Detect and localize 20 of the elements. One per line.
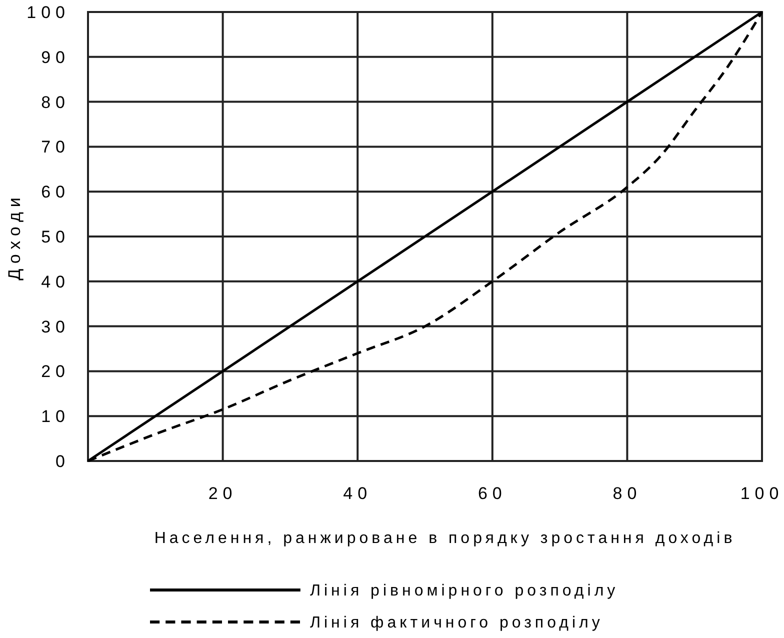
y-tick-label: 50 [41,227,70,246]
y-tick-label: 90 [41,48,70,67]
legend-label: Лінія фактичного розподілу [310,614,604,632]
x-tick-label: 20 [208,484,238,503]
y-tick-label: 40 [41,272,70,292]
x-tick-label: 100 [740,484,784,503]
y-tick-label: 30 [41,317,70,336]
y-tick-label: 70 [41,138,70,157]
y-axis-title: Доходи [5,192,24,280]
x-tick-label: 60 [478,484,507,503]
x-tick-label: 80 [612,484,642,503]
x-axis-title: Населення, ранжироване в порядку зростання доходів [154,530,736,547]
y-tick-label: 60 [41,182,70,202]
y-tick-label: 20 [41,362,70,382]
y-tick-label: 10 [41,407,70,426]
legend-label: Лінія рівномірного розподілу [310,582,619,600]
x-tick-label: 40 [343,484,372,503]
y-tick-label: 80 [41,92,70,112]
y-tick-label: 0 [56,452,70,471]
y-tick-label: 100 [26,2,70,22]
